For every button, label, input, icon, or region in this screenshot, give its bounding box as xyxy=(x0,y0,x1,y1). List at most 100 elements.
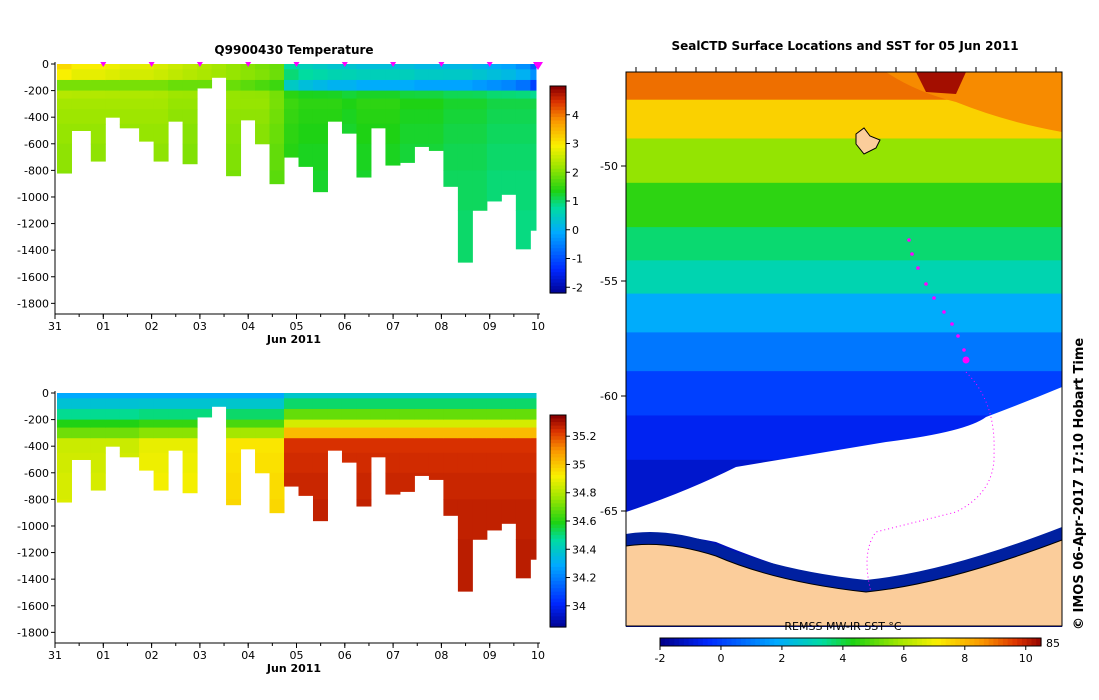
sst-colorbar-segment xyxy=(983,638,990,646)
section-cell xyxy=(472,499,488,540)
section-cell xyxy=(515,419,531,429)
sst-colorbar-segment xyxy=(769,638,775,646)
section-cell xyxy=(428,419,444,429)
section-cell xyxy=(284,143,299,158)
section-cell xyxy=(298,90,314,100)
y-tick-label: -600 xyxy=(24,138,49,151)
section-cell xyxy=(472,123,488,145)
section-cell xyxy=(71,69,92,81)
section-cell xyxy=(457,98,473,110)
colorbar-segment xyxy=(550,251,566,256)
x-tick-label: 02 xyxy=(145,649,159,662)
section-cell xyxy=(168,109,184,122)
section-cell xyxy=(182,408,198,421)
section-cell xyxy=(356,98,372,110)
section-cell xyxy=(197,408,213,418)
section-cell xyxy=(105,393,121,399)
colorbar-segment xyxy=(550,282,566,287)
section-cell xyxy=(182,123,198,145)
section-cell xyxy=(414,90,430,100)
section-cell xyxy=(370,393,386,399)
section-cell xyxy=(472,452,488,474)
section-cell xyxy=(312,98,328,110)
colorbar-segment xyxy=(550,460,566,466)
sst-colorbar-extra-label: 85 xyxy=(1046,637,1060,650)
section-cell xyxy=(71,109,92,125)
colorbar-segment xyxy=(550,289,566,294)
colorbar-segment xyxy=(550,92,566,97)
colorbar-segment xyxy=(550,217,566,222)
section-cell xyxy=(119,438,140,454)
section-cell xyxy=(356,419,372,429)
section-cell xyxy=(90,419,106,429)
section-cell xyxy=(168,398,184,410)
section-cell xyxy=(428,408,444,421)
section-cell xyxy=(226,472,242,500)
sst-colorbar-segment xyxy=(788,638,794,646)
sst-colorbar-segment xyxy=(1031,638,1037,646)
sst-colorbar-segment xyxy=(998,638,1004,646)
credit-text: © IMOS 06-Apr-2017 17:10 Hobart Time xyxy=(1072,338,1087,630)
section-cell xyxy=(284,123,299,145)
sst-colorbar-label: REMSS MW-IR SST °C xyxy=(784,620,902,633)
section-cell xyxy=(530,398,537,410)
colorbar-segment xyxy=(550,453,566,458)
colorbar-segment xyxy=(550,241,566,246)
section-cell xyxy=(457,398,473,410)
section-cell xyxy=(530,472,537,500)
sst-colorbar-segment xyxy=(960,638,966,646)
section-cell xyxy=(240,98,256,110)
section-cell xyxy=(399,109,415,125)
section-cell xyxy=(284,109,299,125)
section-cell xyxy=(457,79,473,92)
section-cell xyxy=(168,98,184,110)
section-cell xyxy=(298,64,314,70)
section-cell xyxy=(341,64,357,70)
section-cell xyxy=(153,123,169,145)
colorbar-segment xyxy=(550,418,566,423)
section-cell xyxy=(226,98,242,110)
section-cell xyxy=(269,419,285,429)
colorbar-segment xyxy=(550,120,566,125)
colorbar-segment xyxy=(550,566,566,572)
section-cell xyxy=(327,393,343,399)
section-cell xyxy=(90,398,106,410)
x-tick-label: 08 xyxy=(434,320,448,333)
section-cell xyxy=(327,427,343,439)
section-cell xyxy=(182,109,198,125)
section-cell xyxy=(457,472,473,500)
section-cell xyxy=(255,419,271,429)
section-cell xyxy=(457,539,473,592)
section-cell xyxy=(312,499,328,522)
section-cell xyxy=(71,79,92,92)
y-tick-label: -400 xyxy=(24,440,49,453)
section-cell xyxy=(501,393,517,399)
colorbar-segment xyxy=(550,436,566,441)
profile-marker xyxy=(245,62,252,67)
section-cell xyxy=(399,438,415,454)
section-cell xyxy=(168,90,184,100)
section-cell xyxy=(182,427,198,439)
section-cell xyxy=(385,123,401,145)
section-cell xyxy=(71,408,92,421)
x-tick-label: 01 xyxy=(96,320,110,333)
section-cell xyxy=(197,69,213,81)
sst-colorbar-segment xyxy=(950,638,956,646)
sst-colorbar-segment xyxy=(807,638,813,646)
section-cell xyxy=(428,69,444,81)
section-cell xyxy=(57,109,72,125)
section-cell xyxy=(57,419,72,429)
section-cell xyxy=(71,427,92,439)
section-cell xyxy=(414,64,430,70)
section-cell xyxy=(399,419,415,429)
x-tick-label: 31 xyxy=(48,320,62,333)
colorbar-segment xyxy=(550,165,566,170)
section-cell xyxy=(370,123,386,129)
sst-colorbar-segment xyxy=(926,638,933,646)
colorbar-segment xyxy=(550,286,566,291)
section-cell xyxy=(269,438,285,454)
lat-tick-label: -55 xyxy=(600,275,618,288)
section-cell xyxy=(240,393,256,399)
section-cell xyxy=(370,427,386,439)
section-cell xyxy=(284,438,299,454)
